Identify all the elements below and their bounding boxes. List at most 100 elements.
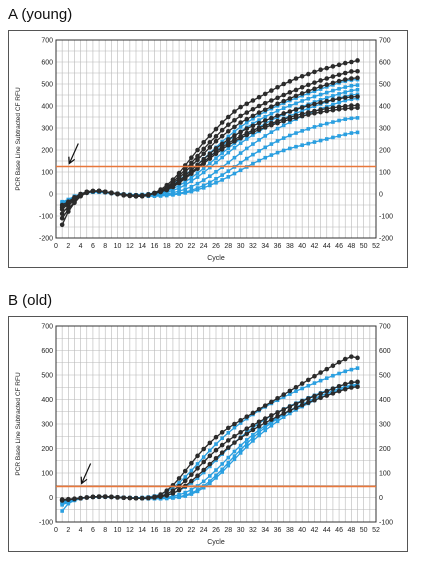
chart-a-data-point [324, 137, 329, 141]
chart-a-data-point [299, 74, 305, 79]
chart-b-data-point [177, 495, 181, 500]
chart-b-data-point [121, 495, 126, 501]
chart-a-data-point [115, 191, 120, 197]
chart-a-data-point [330, 80, 336, 86]
chart-a-data-point [288, 133, 292, 138]
chart-a-data-point [349, 131, 354, 135]
chart-a-data-point [251, 133, 255, 137]
chart-a-data-point [207, 133, 213, 138]
chart-a-data-point [256, 127, 262, 133]
chart-a-data-point [262, 91, 268, 97]
chart-a-plot-border [55, 39, 377, 239]
chart-a-data-point [306, 106, 311, 111]
chart-a-x-tick-label: 48 [347, 243, 355, 250]
chart-a-data-point [219, 133, 225, 139]
chart-b-data-point [312, 397, 317, 403]
chart-a-x-tick-label: 16 [151, 243, 159, 250]
chart-b-data-point [262, 403, 268, 408]
chart-a-data-point [330, 107, 336, 113]
chart-a-data-point [96, 188, 102, 194]
chart-b-data-point [349, 367, 354, 372]
chart-b-data-point [220, 470, 224, 474]
chart-a-data-point [60, 199, 64, 204]
chart-a-data-point [78, 191, 83, 197]
chart-a-data-point [232, 155, 237, 160]
chart-a-data-point [355, 116, 360, 120]
chart-a-data-point [164, 193, 169, 198]
chart-a-x-tick-label: 18 [163, 243, 171, 250]
chart-b-plot-border [55, 325, 377, 523]
chart-b-data-point [262, 420, 268, 426]
chart-a-data-point [281, 92, 286, 98]
chart-a-data-point [262, 118, 268, 123]
chart-b-data-point [176, 476, 182, 481]
chart-a-data-point [195, 166, 200, 171]
chart-a-data-point [293, 87, 299, 93]
chart-a-arrow-shaft [68, 143, 79, 164]
chart-a-data-point [127, 192, 133, 198]
chart-a-data-point [281, 106, 286, 110]
chart-a-data-point [331, 94, 335, 98]
chart-b-x-tick-label: 46 [335, 527, 343, 534]
chart-a-data-point [312, 110, 317, 116]
chart-b-data-point [189, 478, 194, 484]
chart-a-data-point [318, 100, 323, 105]
chart-b-x-tick-label: 50 [360, 527, 368, 534]
chart-b-data-point [201, 467, 206, 473]
chart-a-data-point [251, 142, 255, 146]
chart-a-y-tick-label-right: 0 [379, 192, 383, 199]
chart-a-data-point [257, 138, 261, 142]
chart-b-data-point [201, 459, 206, 465]
chart-a-data-point [312, 101, 317, 107]
chart-a-x-tick-label: 10 [114, 243, 122, 250]
chart-a-data-point [300, 143, 304, 147]
chart-a-data-point [214, 177, 218, 181]
chart-b-data-point [146, 495, 151, 501]
chart-a-data-point [213, 134, 219, 139]
chart-a-data-point [306, 82, 311, 88]
chart-a-data-point [293, 76, 299, 81]
chart-a-data-point [281, 111, 286, 116]
chart-b-data-point [226, 445, 231, 450]
chart-a-data-point [195, 175, 200, 179]
chart-b-x-tick-label: 6 [91, 527, 95, 534]
chart-b-data-point [195, 473, 200, 478]
chart-a-data-point [238, 141, 243, 145]
chart-a-data-point [59, 215, 65, 221]
chart-a-data-point [171, 193, 175, 197]
chart-a-data-point [263, 134, 268, 138]
chart-a-data-point [238, 129, 243, 135]
chart-a-data-point [102, 189, 108, 195]
chart-b-y-tick-label-right: 100 [379, 471, 391, 478]
chart-a-data-point [263, 114, 268, 119]
chart-a-data-point [269, 130, 274, 134]
chart-b-data-point [72, 496, 77, 502]
chart-a-data-point [244, 126, 250, 131]
chart-a-data-point [183, 180, 188, 184]
chart-a-data-point [226, 150, 231, 155]
chart-b-data-point [232, 421, 237, 427]
chart-b-data-point [343, 369, 348, 374]
chart-b-data-point [288, 392, 292, 396]
chart-a-data-point [337, 118, 341, 123]
chart-a-data-point [219, 141, 225, 147]
chart-a-data-point [189, 175, 194, 180]
chart-b-x-tick-label: 12 [126, 527, 134, 534]
chart-a-data-point [177, 183, 181, 188]
chart-b-data-point [342, 356, 348, 362]
chart-a-data-point [343, 117, 348, 121]
chart-b-data-point [220, 467, 224, 472]
chart-a-x-tick-label: 4 [79, 243, 83, 250]
chart-a-data-point [324, 121, 329, 126]
chart-b-data-point [127, 495, 133, 501]
chart-a-data-point [189, 155, 194, 160]
chart-b-data-point [349, 385, 354, 390]
chart-b-data-point [299, 398, 305, 404]
chart-b-data-point [219, 442, 225, 448]
chart-b-data-point [250, 427, 256, 433]
chart-a-data-point [294, 131, 298, 135]
chart-a-arrow-head-icon [68, 156, 76, 165]
chart-a-x-tick-label: 36 [274, 243, 282, 250]
chart-a-x-tick-label: 40 [298, 243, 306, 250]
chart-b-x-tick-label: 22 [187, 527, 195, 534]
